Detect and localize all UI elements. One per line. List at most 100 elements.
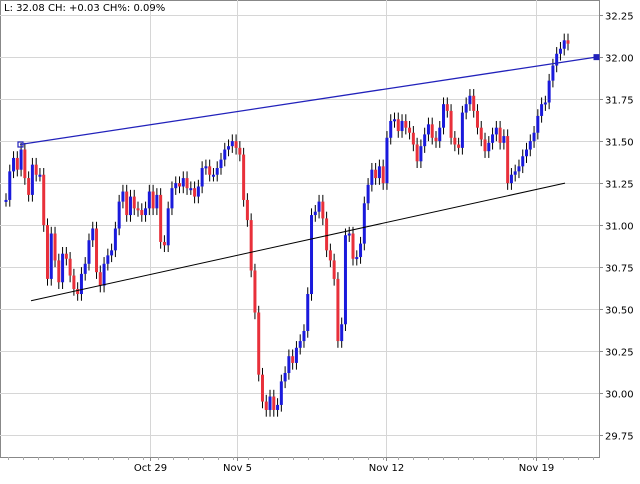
- upper-trendline: [19, 56, 597, 146]
- y-tick-label: 30.75: [605, 264, 634, 275]
- y-tick-label: 32.25: [605, 12, 634, 23]
- price-bar: [110, 250, 114, 256]
- price-bar: [166, 208, 170, 246]
- plot-frame: [0, 0, 600, 458]
- price-bar: [42, 174, 46, 226]
- price-bar: [494, 127, 498, 135]
- price-bar: [79, 273, 83, 295]
- price-bar: [457, 144, 461, 148]
- price-bar: [411, 132, 415, 145]
- price-bar: [491, 134, 495, 143]
- price-bar: [310, 215, 314, 295]
- price-bar: [215, 168, 219, 175]
- price-bar: [4, 199, 8, 202]
- price-bar: [253, 270, 257, 313]
- price-bar: [121, 191, 125, 202]
- price-bar: [509, 174, 513, 184]
- price-bar: [396, 119, 400, 132]
- price-bar: [200, 168, 204, 187]
- price-bar: [249, 220, 253, 271]
- y-tick-label: 32.00: [605, 54, 634, 65]
- price-bar: [464, 104, 468, 113]
- price-bar: [268, 396, 272, 410]
- price-bar: [445, 104, 449, 111]
- y-tick-label: 30.00: [605, 390, 634, 401]
- price-bar: [551, 65, 555, 81]
- price-bar: [498, 127, 502, 143]
- y-tick-label: 31.25: [605, 180, 634, 191]
- price-bar: [178, 183, 182, 187]
- price-bar: [404, 120, 408, 128]
- price-bar: [291, 356, 295, 363]
- price-bar: [91, 228, 95, 241]
- change-label: CH:: [47, 3, 66, 14]
- price-readout: L: 32.08 CH: +0.03 CH%: 0.09%: [4, 3, 165, 14]
- price-bar: [15, 157, 19, 170]
- price-bar: [223, 149, 227, 160]
- price-bar: [68, 258, 72, 276]
- price-bar: [53, 233, 57, 261]
- price-bar: [374, 169, 378, 179]
- price-bar: [392, 119, 396, 122]
- x-tick-label: Nov 12: [369, 463, 404, 474]
- price-bar: [181, 178, 185, 187]
- price-bar: [419, 146, 423, 162]
- price-bar: [8, 171, 12, 200]
- price-bar: [385, 137, 389, 184]
- price-bar: [155, 194, 159, 209]
- price-bar: [321, 201, 325, 219]
- price-bar: [57, 260, 61, 283]
- price-bar: [230, 141, 234, 147]
- price-bar: [257, 312, 261, 375]
- price-bar: [136, 208, 140, 211]
- price-bar: [562, 40, 566, 49]
- price-bar: [260, 374, 264, 402]
- price-bar: [30, 164, 34, 195]
- price-bar: [276, 404, 280, 410]
- price-bar: [487, 142, 491, 152]
- y-tick-label: 30.50: [605, 306, 634, 317]
- change-pct-value: 0.09%: [133, 3, 166, 14]
- upper-trendline-handle-end: [593, 54, 600, 61]
- price-bar: [279, 381, 283, 405]
- y-tick-label: 29.75: [605, 432, 634, 443]
- price-bar: [325, 218, 329, 251]
- price-bar: [332, 260, 336, 279]
- price-bar: [513, 171, 517, 175]
- price-bar: [434, 137, 438, 142]
- price-bar: [132, 196, 136, 209]
- price-bar: [83, 263, 87, 274]
- price-bar: [547, 80, 551, 103]
- price-bar: [351, 233, 355, 259]
- price-bar: [408, 127, 412, 133]
- price-bar: [302, 330, 306, 342]
- price-bar: [389, 120, 393, 138]
- price-bar: [19, 149, 23, 170]
- price-bar: [287, 356, 291, 373]
- price-bar: [347, 233, 351, 236]
- price-bar: [438, 127, 442, 142]
- price-bar: [64, 253, 68, 259]
- last-value: 32.08: [16, 3, 45, 14]
- price-bar: [558, 48, 562, 54]
- price-bar: [72, 275, 76, 289]
- price-bar: [449, 110, 453, 138]
- price-bar: [483, 139, 487, 152]
- price-bar: [517, 166, 521, 172]
- price-bar: [87, 240, 91, 264]
- price-bar: [264, 401, 268, 410]
- price-bar: [543, 102, 547, 105]
- change-value: +0.03: [69, 3, 100, 14]
- price-bar: [502, 136, 506, 143]
- price-bar: [283, 372, 287, 382]
- price-bar: [536, 115, 540, 133]
- change-pct-label: CH%:: [102, 3, 131, 14]
- price-bar: [102, 263, 106, 286]
- price-bar: [95, 228, 99, 273]
- price-bar: [328, 250, 332, 261]
- price-bar: [12, 157, 16, 172]
- price-bar: [400, 120, 404, 132]
- price-bar: [151, 191, 155, 209]
- price-bar: [423, 134, 427, 147]
